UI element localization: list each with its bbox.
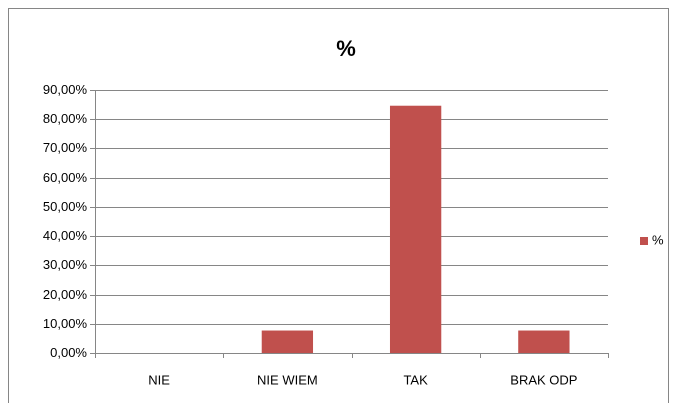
- y-tick-label: 80,00%: [43, 111, 88, 126]
- x-tick-label: NIE WIEM: [257, 372, 318, 387]
- y-tick-label: 0,00%: [50, 345, 87, 360]
- x-tick-label: TAK: [403, 372, 428, 387]
- bar: [518, 330, 570, 353]
- y-tick-label: 70,00%: [43, 140, 88, 155]
- y-tick-label: 90,00%: [43, 82, 88, 97]
- chart-title: %: [336, 36, 356, 61]
- y-tick-label: 40,00%: [43, 228, 88, 243]
- y-tick-label: 20,00%: [43, 287, 88, 302]
- legend-swatch: [640, 237, 648, 245]
- x-tick-label: BRAK ODP: [510, 372, 577, 387]
- legend-label: %: [652, 232, 664, 247]
- y-tick-label: 30,00%: [43, 257, 88, 272]
- bar: [261, 330, 314, 353]
- x-tick-label: NIE: [148, 372, 170, 387]
- bar: [389, 105, 442, 353]
- y-tick-label: 50,00%: [43, 199, 88, 214]
- y-tick-label: 10,00%: [43, 316, 88, 331]
- y-tick-label: 60,00%: [43, 170, 88, 185]
